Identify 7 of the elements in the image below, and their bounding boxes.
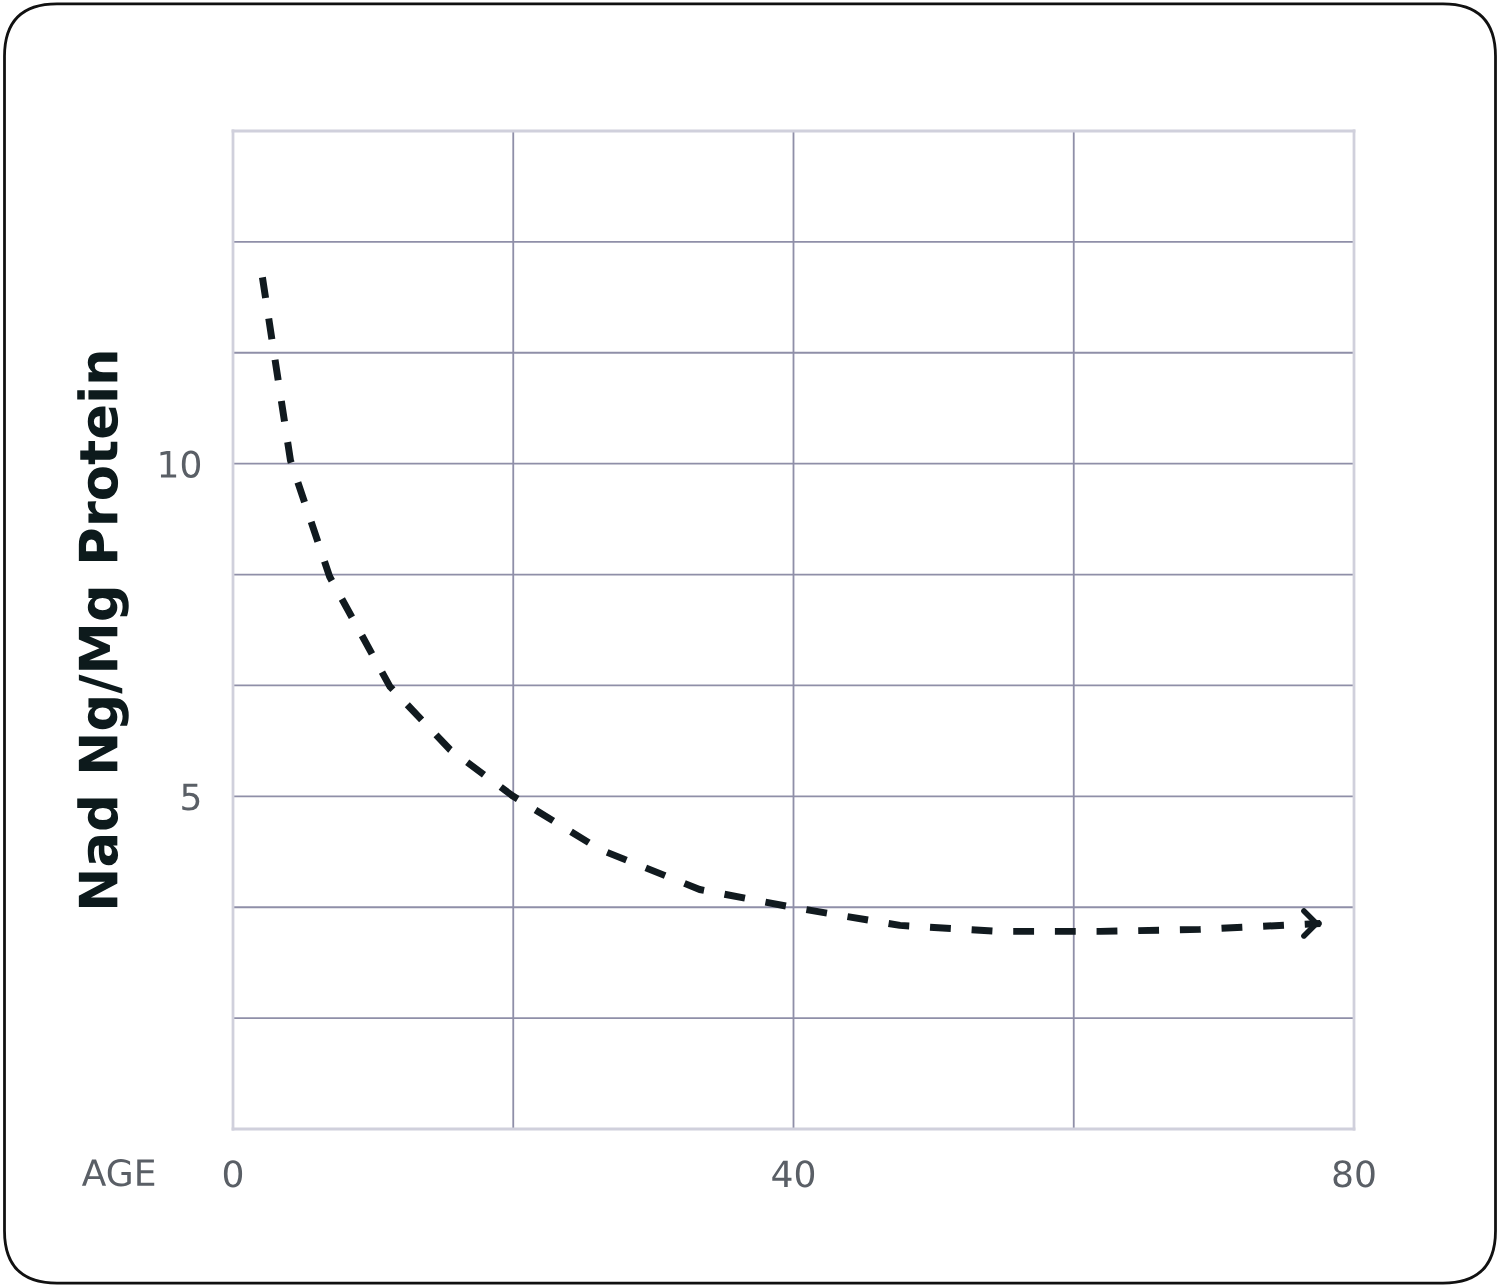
y-tick-label: 5 (182, 783, 200, 811)
y-axis-title: Nad Ng/Mg Protein (77, 352, 129, 907)
x-tick-label: 40 (772, 1160, 815, 1188)
x-axis-title: AGE (81, 1159, 155, 1187)
y-tick-label: 10 (160, 450, 201, 478)
x-tick-label: 80 (1333, 1160, 1375, 1188)
x-tick-label: 0 (223, 1160, 243, 1188)
